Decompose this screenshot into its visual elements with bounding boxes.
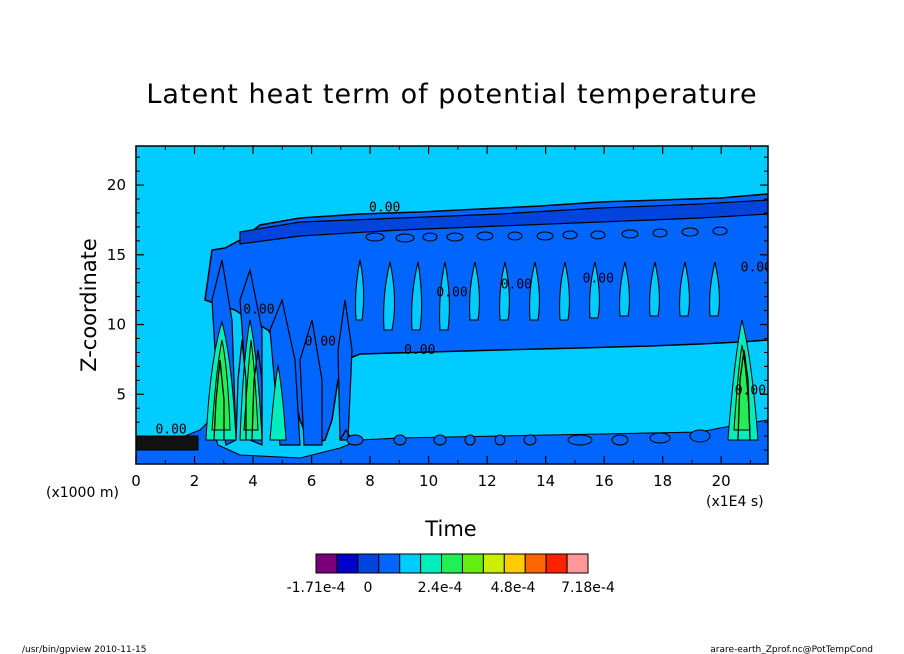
colorbar-label: -1.71e-4 [287,580,346,596]
colorbar-label: 0 [364,580,373,596]
contour-label: 0.00 [583,272,614,287]
colorbar-swatch [399,553,422,574]
colorbar-swatch [482,553,505,574]
x-tick-label: 18 [653,472,672,490]
surface-black-strip [136,435,199,451]
colorbar-swatch [461,553,484,574]
colorbar-label: 4.8e-4 [491,580,536,596]
contour-label: 0.00 [404,343,435,358]
contour-label: 0.00 [369,201,400,216]
colorbar-swatch [524,553,547,574]
colorbar-swatch [566,553,589,574]
x-tick-label: 4 [248,472,258,490]
colorbar-swatch [378,553,401,574]
contour-label: 0.00 [741,261,772,276]
x-axis-label: Time [424,517,476,541]
colorbar-swatch [441,553,463,574]
contour-label: 0.00 [155,422,186,437]
chart-title: Latent heat term of potential temperatur… [146,79,757,110]
footer-left: /usr/bin/gpview 2010-11-15 [22,645,146,654]
convective-columns [205,319,759,441]
colorbar-swatch [336,553,359,574]
colorbar-swatch [503,553,526,574]
y-axis: 5 10 15 20 [107,156,768,451]
contour-label: 0.00 [243,302,274,317]
surface-bubbles [346,429,711,446]
colorbar-swatch [315,553,338,574]
x-tick-label: 14 [536,472,555,490]
y-tick-label: 5 [116,385,126,403]
x-units-label: (x1E4 s) [706,494,764,510]
x-tick-label: 6 [307,472,317,490]
colorbar-label: 2.4e-4 [418,580,463,596]
plot-area: 0.00 0.00 0.00 0.00 0.00 0.00 0.00 0.00 0.00 0.00 [136,146,772,464]
colorbar-swatch [545,553,568,574]
bubble-row-top [365,226,728,243]
x-tick-label: 16 [595,472,614,490]
colorbar-label: 7.18e-4 [561,580,615,596]
y-units-label: (x1000 m) [46,485,119,501]
plot-frame [135,145,769,465]
footer-right: arare-earth_Zprof.nc@PotTempCond [710,645,873,654]
y-tick-label: 15 [107,246,126,264]
x-tick-label: 20 [712,472,731,490]
contour-lines [213,339,751,441]
x-tick-label: 8 [365,472,375,490]
y-tick-label: 10 [107,316,126,334]
x-axis: 0 2 4 6 8 10 12 14 16 18 20 [131,146,751,490]
colorbar-swatch [357,553,380,574]
colorbar-swatch [420,553,443,574]
contour-label-layer: 0.00 0.00 0.00 0.00 0.00 0.00 0.00 0.00 0.00 0.00 [155,201,772,438]
dark-strip-top [239,199,768,245]
y-tick-label: 20 [107,176,126,194]
x-tick-label: 0 [131,472,141,490]
x-tick-label: 2 [190,472,200,490]
x-tick-label: 12 [478,472,497,490]
x-tick-label: 10 [419,472,438,490]
contour-label: 0.00 [501,277,532,292]
contour-label: 0.00 [436,286,467,301]
contour-label: 0.00 [735,383,766,398]
contour-label: 0.00 [305,334,336,349]
mid-fingers [354,259,721,331]
y-axis-label: Z-coordinate [77,238,101,372]
colorbar-labels: -1.71e-4 0 2.4e-4 4.8e-4 7.18e-4 [287,580,615,596]
colorbar [315,553,589,574]
